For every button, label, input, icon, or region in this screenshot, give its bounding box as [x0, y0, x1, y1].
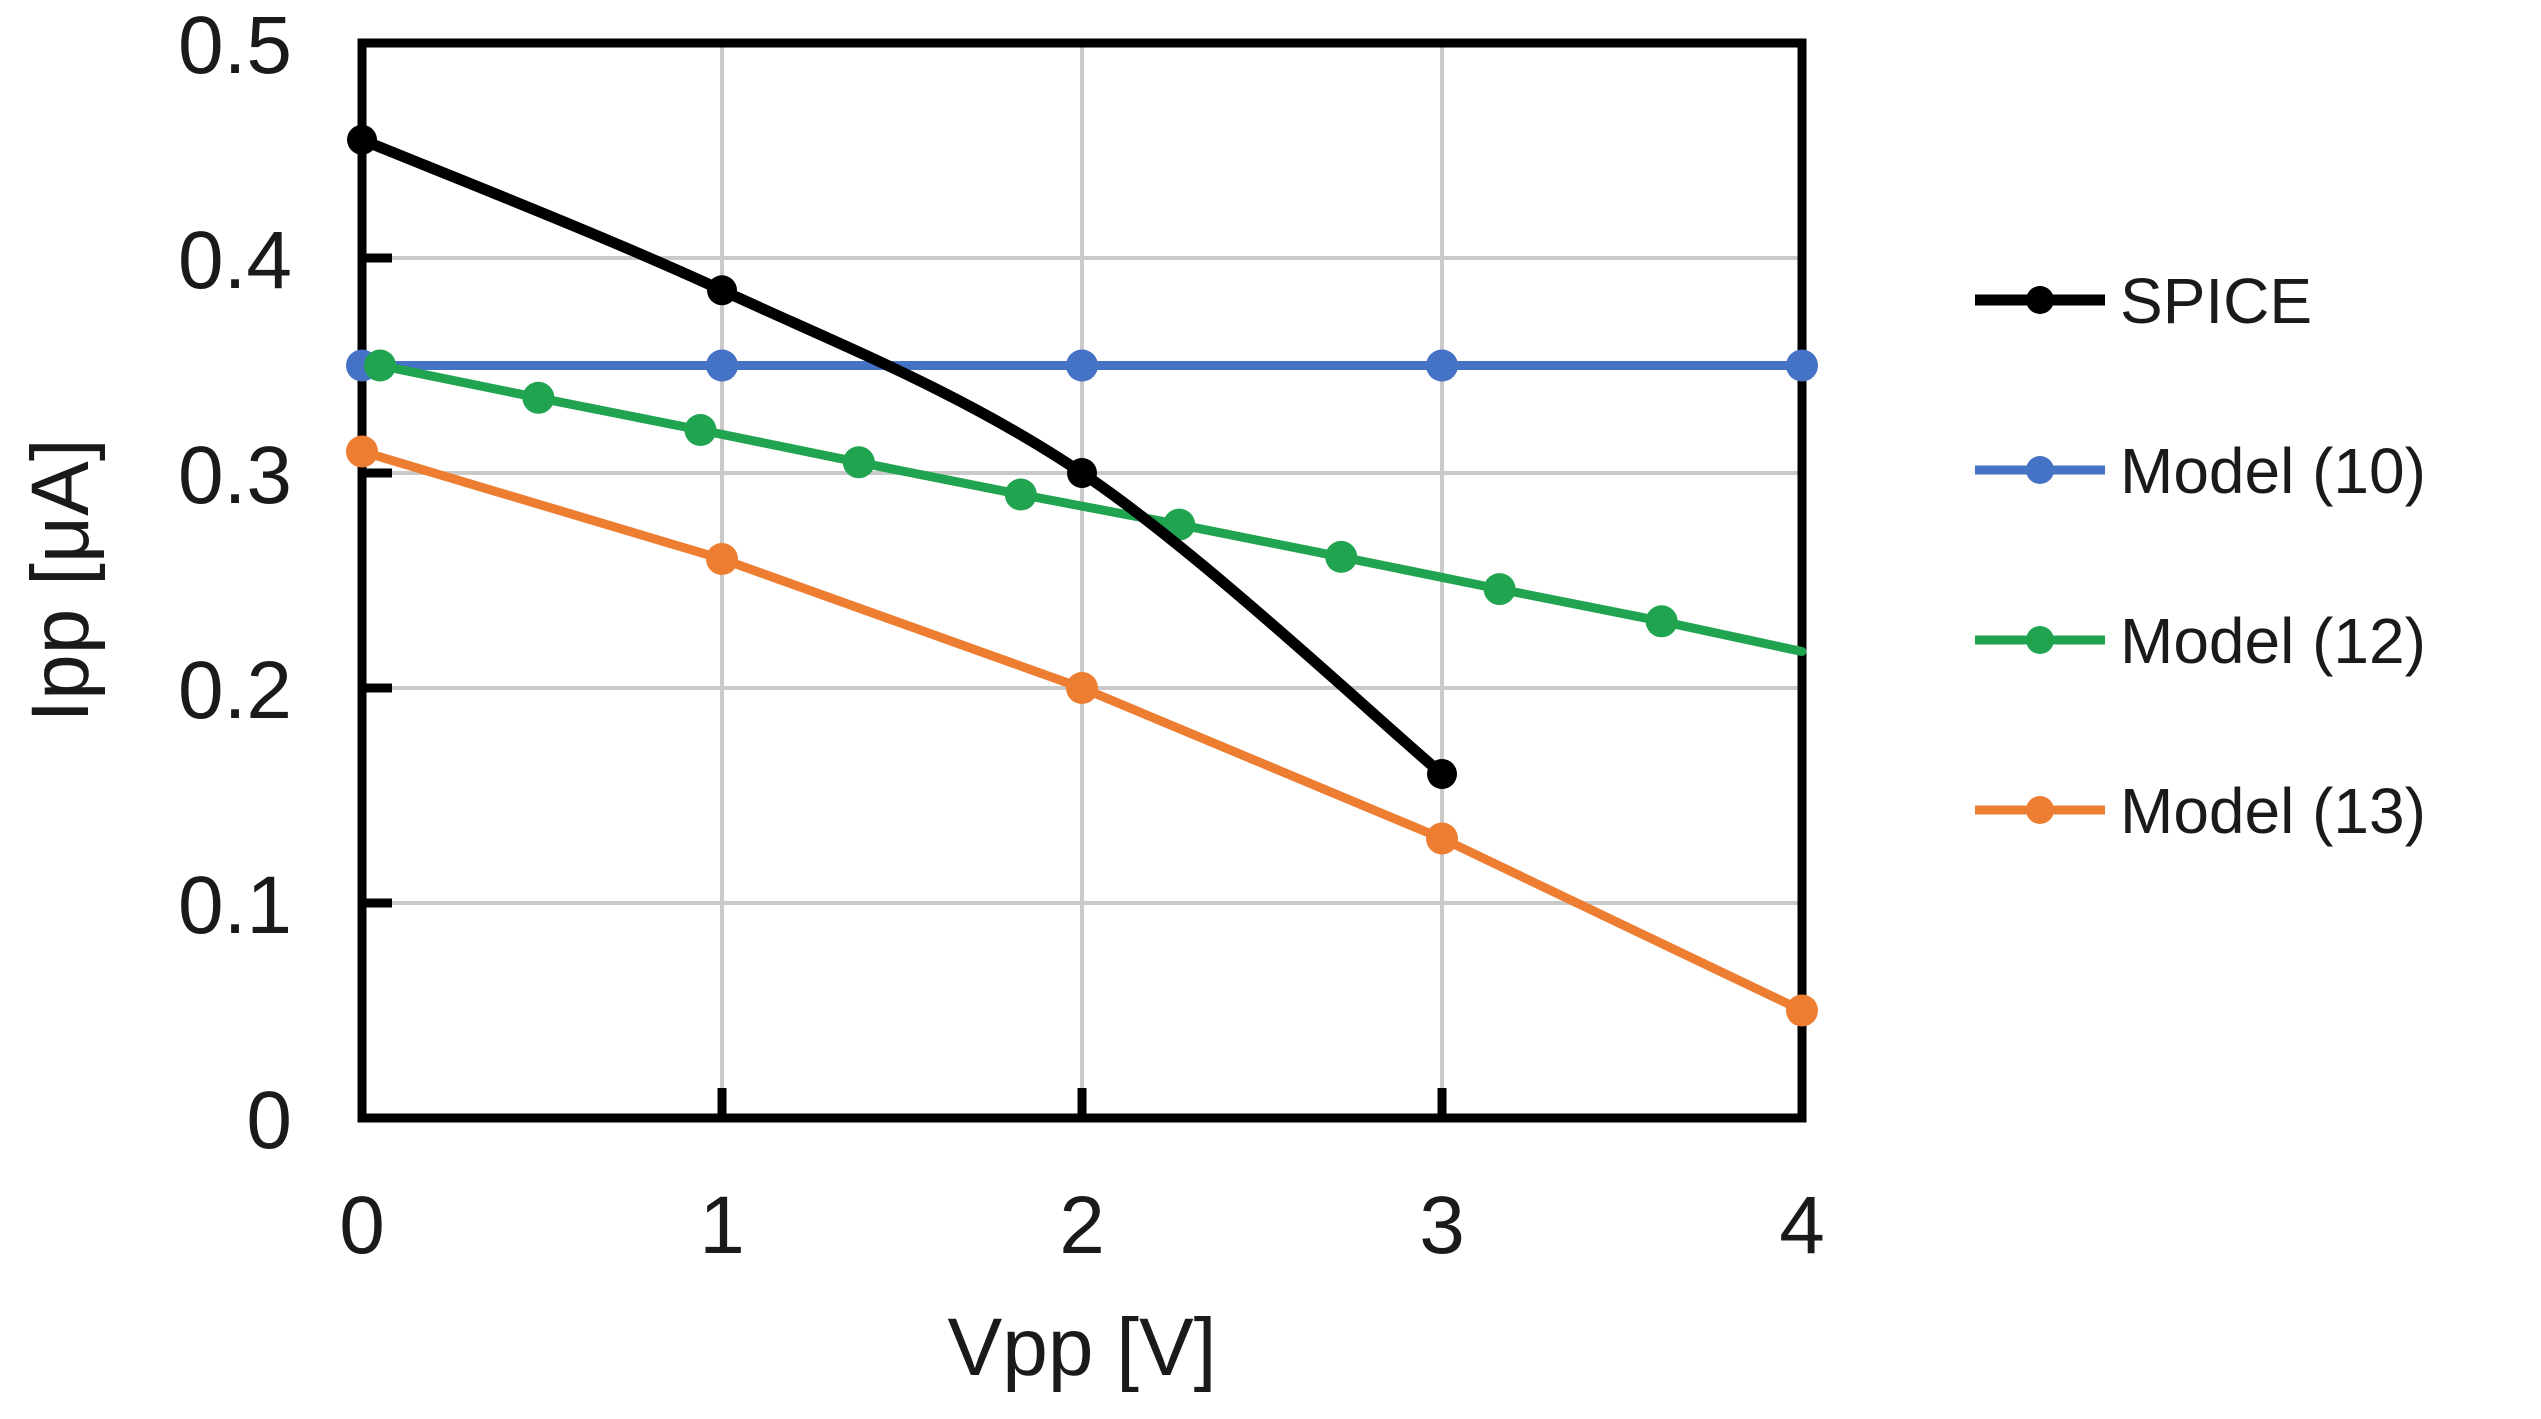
legend-label-model-12: Model (12) [2120, 605, 2426, 677]
series-marker-spice [707, 275, 737, 306]
x-axis-title: Vpp [V] [948, 1302, 1217, 1393]
series-marker-model-12 [1004, 478, 1037, 511]
series-line-model-12 [375, 361, 1807, 656]
legend-item-model-12: Model (12) [1975, 605, 2426, 677]
series-model-12 [364, 349, 1807, 656]
y-tick-label: 0 [246, 1075, 292, 1166]
series-marker-spice [1067, 458, 1097, 488]
legend: SPICE Model (10) Model (12) Model (13) [1975, 265, 2426, 847]
series-marker-spice [347, 124, 377, 155]
series-marker-model-12 [1645, 605, 1678, 638]
x-tick-label: 1 [699, 1180, 745, 1271]
x-tick-label: 0 [339, 1180, 385, 1271]
series-marker-model-13 [1066, 672, 1098, 704]
y-tick-label: 0.1 [178, 860, 292, 951]
series-marker-model-12 [364, 349, 396, 382]
series-marker-model-12 [1483, 573, 1516, 606]
series-marker-spice [1427, 759, 1457, 789]
series-marker-model-12 [684, 414, 717, 446]
series-marker-model-10 [1426, 349, 1458, 382]
series-marker-model-10 [706, 349, 738, 382]
legend-marker-spice [2026, 286, 2054, 314]
series-spice [347, 124, 1457, 789]
series-marker-model-13 [1426, 822, 1458, 855]
legend-marker-model-10 [2026, 456, 2054, 484]
series-marker-model-13 [346, 435, 378, 468]
x-tick-label: 2 [1059, 1180, 1105, 1271]
y-tick-label: 0.2 [178, 645, 292, 736]
y-axis-title: Ipp [μA] [15, 438, 106, 722]
series-model-13 [346, 435, 1818, 1027]
legend-item-spice: SPICE [1975, 265, 2312, 337]
legend-label-model-13: Model (13) [2120, 775, 2426, 847]
x-tick-label: 4 [1779, 1180, 1825, 1271]
legend-label-model-10: Model (10) [2120, 435, 2426, 507]
series-model-10 [346, 349, 1818, 382]
y-tick-label: 0.4 [178, 215, 292, 306]
series-marker-model-12 [842, 446, 875, 479]
legend-marker-model-12 [2026, 626, 2054, 654]
series-line-spice [356, 134, 1448, 780]
series-marker-model-10 [1786, 349, 1818, 382]
series-marker-model-12 [1325, 540, 1358, 573]
series-marker-model-10 [1066, 349, 1098, 382]
series-marker-model-13 [1786, 994, 1818, 1027]
legend-item-model-10: Model (10) [1975, 435, 2426, 507]
legend-label-spice: SPICE [2120, 265, 2312, 337]
x-tick-label: 3 [1419, 1180, 1465, 1271]
y-tick-label: 0.3 [178, 430, 292, 521]
series-marker-model-12 [522, 381, 555, 414]
series-marker-model-13 [706, 543, 738, 575]
y-tick-label: 0.5 [178, 0, 292, 91]
legend-item-model-13: Model (13) [1975, 775, 2426, 847]
legend-marker-model-13 [2026, 796, 2054, 824]
